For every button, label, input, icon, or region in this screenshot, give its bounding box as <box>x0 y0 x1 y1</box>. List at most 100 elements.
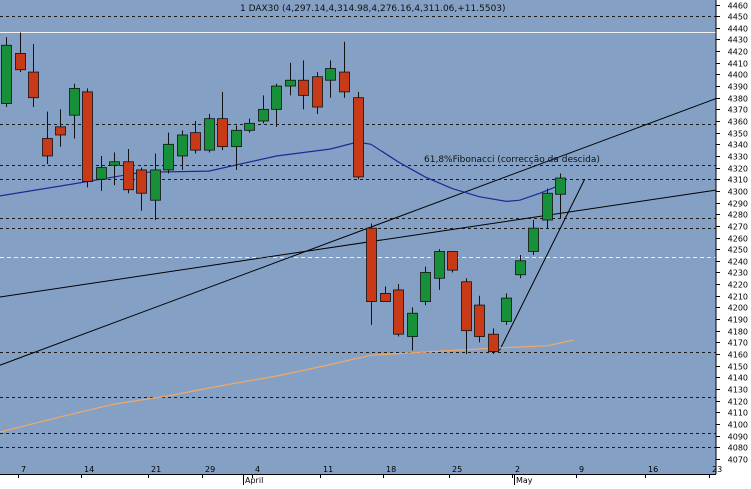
candle-body-down <box>136 169 147 194</box>
y-axis-tick-label: 4430 <box>728 36 748 45</box>
y-axis-tick-label: 4420 <box>728 48 748 57</box>
candle-body-up <box>515 260 526 276</box>
y-axis-tick-label: 4230 <box>728 269 748 278</box>
y-axis-tick-label: 4210 <box>728 293 748 302</box>
candle-body-up <box>501 297 512 322</box>
candle-body-down <box>28 71 39 99</box>
y-axis-tick-label: 4350 <box>728 130 748 139</box>
candle-body-up <box>271 85 282 110</box>
candle-body-down <box>217 118 228 148</box>
x-axis-day-label: 9 <box>579 465 584 474</box>
y-axis-tick-label: 4340 <box>728 141 748 150</box>
y-axis-tick-label: 4120 <box>728 398 748 407</box>
y-axis-tick-label: 4190 <box>728 316 748 325</box>
candle-body-down <box>474 304 485 337</box>
x-axis-month-label: April <box>245 476 263 485</box>
y-axis-tick-label: 4170 <box>728 339 748 348</box>
candle-body-down <box>366 227 377 302</box>
candle-body-up <box>555 177 566 195</box>
short-moving-average <box>0 141 561 203</box>
y-axis-tick-label: 4360 <box>728 118 748 127</box>
y-axis-tick-label: 4260 <box>728 235 748 244</box>
y-axis-tick-label: 4380 <box>728 95 748 104</box>
candle-body-down <box>488 333 499 353</box>
candle-body-down <box>298 79 309 96</box>
y-axis-tick-label: 4150 <box>728 363 748 372</box>
candle-body-down <box>123 161 134 191</box>
fibonacci-annotation: 61,8%Fibonacci (correcção da descida) <box>424 155 600 165</box>
y-axis-tick-label: 4450 <box>728 13 748 22</box>
candle-body-up <box>244 122 255 131</box>
candle-body-down <box>190 132 201 151</box>
candle-body-up <box>150 169 161 201</box>
x-axis-day-label: 29 <box>205 465 215 474</box>
candle-body-down <box>42 138 53 157</box>
candle-body-up <box>542 192 553 221</box>
x-axis-panel <box>0 474 716 485</box>
x-axis-day-label: 16 <box>648 465 658 474</box>
candle-body-up <box>163 143 174 171</box>
y-axis-tick-label: 4200 <box>728 304 748 313</box>
candle-body-down <box>461 281 472 332</box>
candle-body-up <box>407 312 418 337</box>
candle-body-down <box>15 53 26 71</box>
candle-body-up <box>96 167 107 180</box>
candle-body-down <box>55 126 66 136</box>
candle-body-up <box>420 272 431 302</box>
candle-body-down <box>447 251 458 271</box>
candle-body-up <box>231 129 242 148</box>
candle-body-up <box>109 161 120 166</box>
y-axis-tick-label: 4330 <box>728 153 748 162</box>
candle-body-down <box>353 97 364 178</box>
y-axis-tick-label: 4390 <box>728 83 748 92</box>
y-axis-tick-label: 4290 <box>728 200 748 209</box>
candle-body-up <box>285 79 296 87</box>
y-axis-tick-label: 4410 <box>728 60 748 69</box>
candle-body-down <box>339 71 350 93</box>
y-axis-tick-label: 4220 <box>728 281 748 290</box>
y-axis-tick-label: 4160 <box>728 351 748 360</box>
x-axis-day-label: 25 <box>452 465 462 474</box>
candle-body-up <box>204 118 215 151</box>
candle-body-down <box>312 76 323 108</box>
candle-body-up <box>325 68 336 81</box>
y-axis-tick-label: 4270 <box>728 223 748 232</box>
y-axis-tick-label: 4080 <box>728 444 748 453</box>
candle-body-up <box>528 227 539 252</box>
x-axis-day-label: 14 <box>84 465 94 474</box>
y-axis-panel <box>716 0 751 485</box>
y-axis-tick-label: 4070 <box>728 456 748 465</box>
y-axis-tick-label: 4400 <box>728 71 748 80</box>
candle-body-up <box>258 108 269 122</box>
candle-body-down <box>82 91 93 182</box>
x-axis-day-label: 4 <box>255 465 260 474</box>
x-axis-month-label: May <box>516 476 533 485</box>
y-axis-tick-label: 4320 <box>728 165 748 174</box>
trend-line <box>499 179 586 351</box>
plot-background <box>0 0 716 474</box>
y-axis-tick-label: 4250 <box>728 246 748 255</box>
x-axis-day-label: 7 <box>21 465 26 474</box>
y-axis-tick-label: 4460 <box>728 2 748 11</box>
candle-body-down <box>380 293 391 302</box>
x-axis-day-label: 11 <box>323 465 333 474</box>
y-axis-tick-label: 4280 <box>728 211 748 220</box>
x-axis-day-label: 21 <box>151 465 161 474</box>
x-axis-day-label: 23 <box>712 465 722 474</box>
y-axis-tick-label: 4310 <box>728 176 748 185</box>
candle-body-up <box>1 44 12 104</box>
y-axis-tick-label: 4300 <box>728 188 748 197</box>
y-axis-tick-label: 4240 <box>728 258 748 267</box>
y-axis-tick-label: 4440 <box>728 25 748 34</box>
candle-body-up <box>434 251 445 279</box>
y-axis-tick-label: 4130 <box>728 386 748 395</box>
y-axis-tick-label: 4180 <box>728 328 748 337</box>
y-axis-tick-label: 4090 <box>728 433 748 442</box>
y-axis-tick-label: 4370 <box>728 106 748 115</box>
y-axis-tick-label: 4140 <box>728 374 748 383</box>
chart-title: 1 DAX30 (4,297.14,4,314.98,4,276.16,4,31… <box>240 4 506 14</box>
candle-body-up <box>69 87 80 116</box>
x-axis-day-label: 2 <box>515 465 520 474</box>
